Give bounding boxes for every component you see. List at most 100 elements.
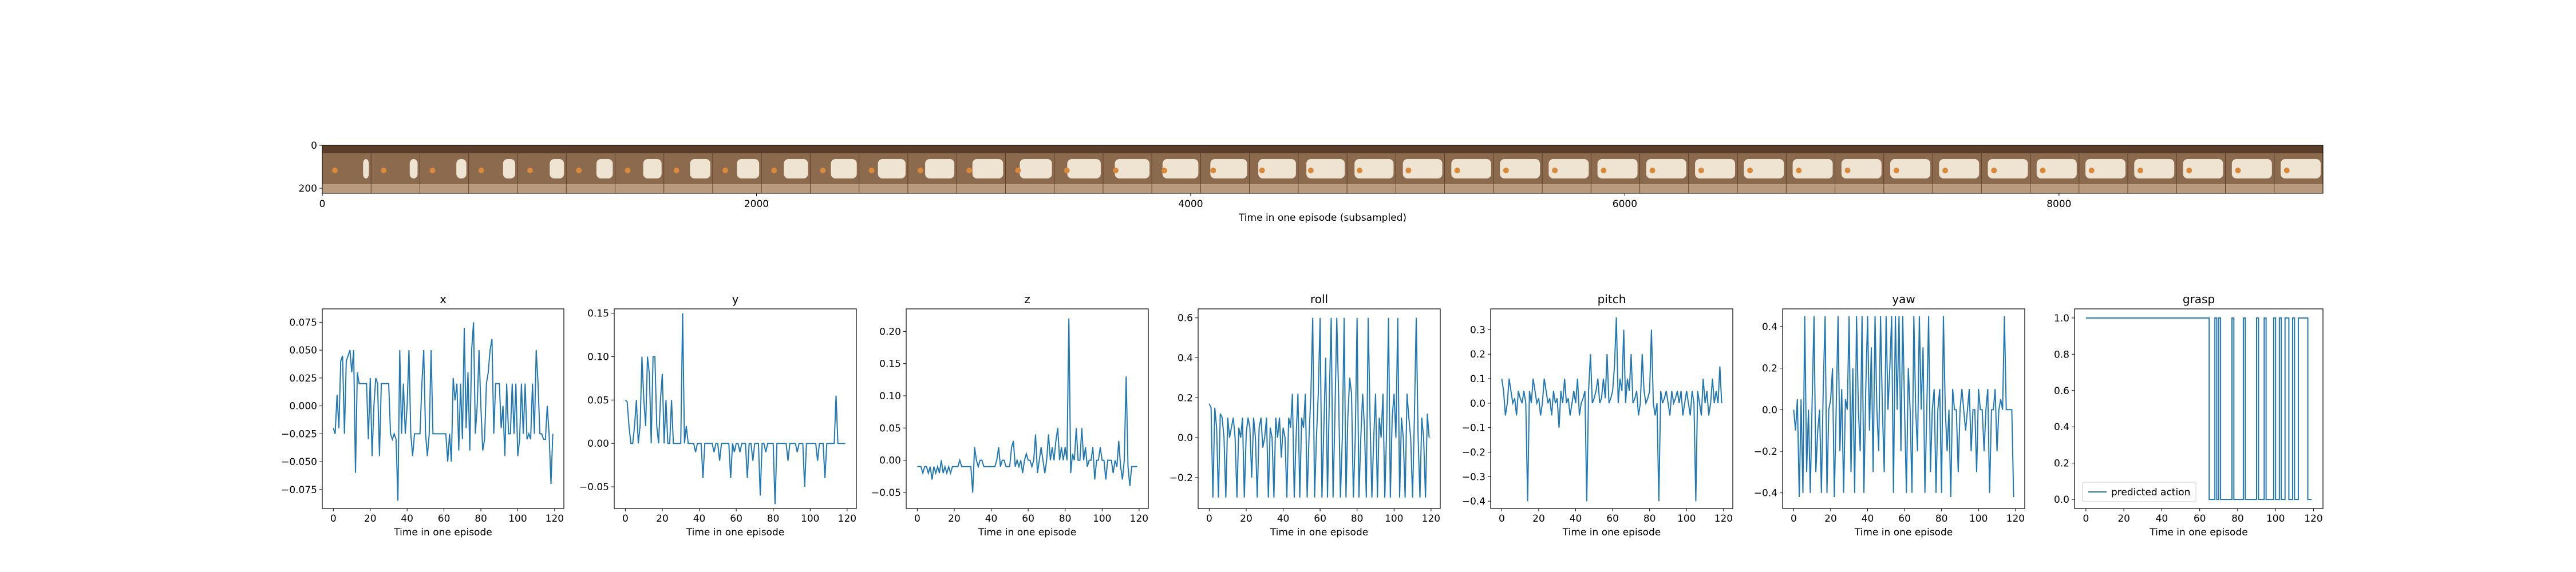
series-line bbox=[625, 313, 846, 505]
object bbox=[1991, 168, 1997, 173]
frame-top bbox=[1249, 145, 1299, 153]
robot-arm bbox=[1354, 159, 1394, 178]
object bbox=[2283, 168, 2290, 173]
x-tick-label: 20 bbox=[1240, 513, 1253, 525]
strip-frame bbox=[1298, 145, 1348, 193]
x-tick-label: 0 bbox=[914, 513, 920, 525]
frame-top bbox=[615, 145, 665, 153]
robot-arm bbox=[1890, 159, 1931, 178]
x-tick-label: 0 bbox=[330, 513, 337, 525]
x-tick-label: 60 bbox=[438, 513, 451, 525]
x-tick-label: 40 bbox=[2156, 513, 2168, 525]
x-tick-label: 40 bbox=[1277, 513, 1290, 525]
frame-top bbox=[810, 145, 860, 153]
y-tick-label: −0.4 bbox=[1462, 496, 1485, 507]
frame-floor bbox=[1054, 184, 1104, 193]
x-tick-label: 60 bbox=[1022, 513, 1034, 525]
object bbox=[478, 168, 484, 173]
robot-arm bbox=[1841, 159, 1882, 178]
y-tick-label: 0.8 bbox=[2054, 349, 2069, 360]
x-tick-label: 0 bbox=[1499, 513, 1505, 525]
chart-title: grasp bbox=[2183, 292, 2215, 306]
y-tick-label: 0.6 bbox=[1178, 313, 1193, 324]
frame-floor bbox=[2225, 184, 2275, 193]
frame-floor bbox=[517, 184, 567, 193]
x-axis-label: Time in one episode bbox=[1270, 527, 1368, 538]
strip-frame bbox=[1590, 145, 1641, 193]
strip-frame bbox=[1395, 145, 1445, 193]
x-tick-label: 0 bbox=[319, 198, 326, 210]
x-tick-label: 60 bbox=[1898, 513, 1911, 525]
object bbox=[2040, 168, 2046, 173]
frame-top bbox=[1835, 145, 1884, 153]
strip-frame bbox=[1542, 145, 1591, 193]
y-tick-label: 0.10 bbox=[879, 391, 901, 402]
frame-floor bbox=[859, 184, 908, 193]
robot-arm bbox=[1988, 159, 2028, 178]
frame-top bbox=[1298, 145, 1348, 153]
object bbox=[1649, 168, 1656, 173]
strip-frame bbox=[2176, 145, 2226, 193]
object bbox=[1357, 168, 1363, 173]
frame-floor bbox=[1591, 184, 1641, 193]
object bbox=[332, 168, 338, 173]
x-tick-label: 80 bbox=[2231, 513, 2244, 525]
robot-arm bbox=[737, 159, 760, 178]
strip-frame bbox=[2225, 145, 2275, 193]
frame-top bbox=[468, 145, 518, 153]
frame-floor bbox=[1005, 184, 1055, 193]
object bbox=[576, 168, 582, 173]
series-line bbox=[917, 318, 1137, 492]
frame-floor bbox=[566, 184, 615, 193]
strip-frame bbox=[517, 145, 567, 193]
strip-frame bbox=[809, 145, 860, 193]
x-tick-label: 100 bbox=[1385, 513, 1403, 525]
robot-arm bbox=[878, 159, 906, 178]
strip-frame bbox=[1835, 145, 1884, 193]
legend-label: predicted action bbox=[2111, 487, 2190, 498]
frame-top bbox=[1591, 145, 1641, 153]
object bbox=[1405, 168, 1412, 173]
robot-arm bbox=[1306, 159, 1345, 178]
x-tick-label: 120 bbox=[2304, 513, 2322, 525]
frame-floor bbox=[663, 184, 713, 193]
robot-arm bbox=[409, 159, 418, 178]
y-tick-label: 0.15 bbox=[879, 359, 901, 370]
frame-top bbox=[2128, 145, 2177, 153]
y-tick-label: 0.4 bbox=[2054, 422, 2069, 433]
object bbox=[771, 168, 777, 173]
series-line bbox=[1793, 316, 2014, 498]
legend: predicted action bbox=[2082, 482, 2196, 502]
y-tick-label: −0.05 bbox=[871, 487, 901, 499]
frame-floor bbox=[1396, 184, 1445, 193]
frame-floor bbox=[1786, 184, 1836, 193]
robot-arm bbox=[2281, 159, 2321, 178]
strip-frame bbox=[712, 145, 762, 193]
robot-arm bbox=[1402, 159, 1443, 178]
x-tick-label: 100 bbox=[2266, 513, 2285, 525]
y-tick-label: 1.0 bbox=[2054, 313, 2069, 324]
frame-floor bbox=[1737, 184, 1787, 193]
robot-arm bbox=[1597, 159, 1638, 178]
y-tick-label: −0.2 bbox=[1754, 446, 1777, 458]
frame-floor bbox=[1639, 184, 1689, 193]
frame-top bbox=[420, 145, 469, 153]
object bbox=[1601, 168, 1607, 173]
series-line bbox=[1501, 317, 1722, 502]
robot-arm bbox=[1162, 159, 1199, 178]
x-tick-label: 60 bbox=[730, 513, 742, 525]
x-axis-label: Time in one episode bbox=[978, 527, 1076, 538]
object bbox=[2088, 168, 2095, 173]
frame-floor bbox=[761, 184, 811, 193]
robot-arm bbox=[1067, 159, 1101, 178]
y-tick-label: 0.00 bbox=[879, 455, 901, 467]
frame-top bbox=[322, 145, 372, 153]
x-tick-label: 20 bbox=[656, 513, 669, 525]
strip-frame bbox=[1785, 145, 1836, 193]
y-tick-label: −0.2 bbox=[1462, 447, 1485, 459]
x-tick-label: 8000 bbox=[2046, 198, 2071, 210]
robot-arm bbox=[1695, 159, 1736, 178]
frame-floor bbox=[2176, 184, 2226, 193]
